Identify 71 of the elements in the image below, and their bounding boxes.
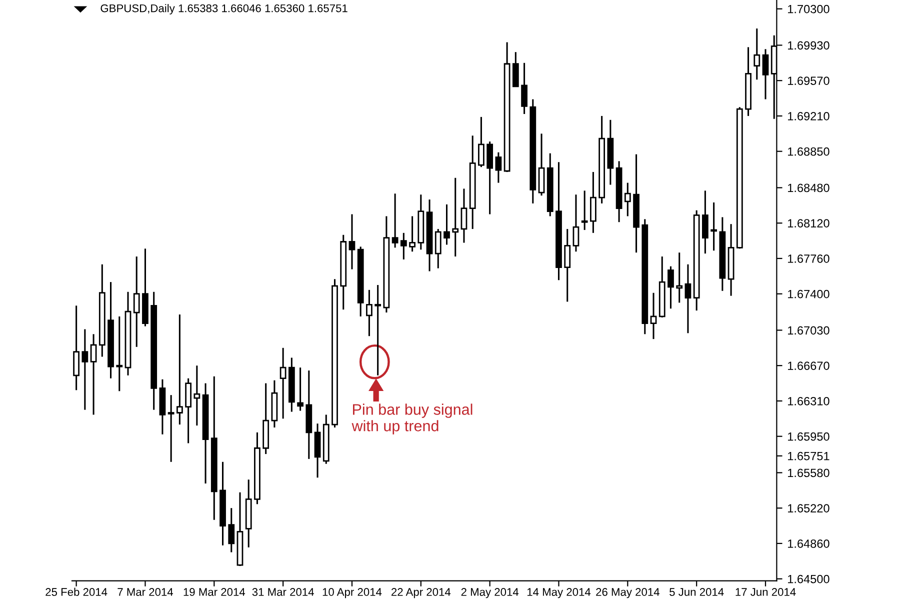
x-tick-label: 2 May 2014 (461, 588, 519, 598)
candlestick (366, 289, 372, 337)
candlestick (176, 314, 183, 426)
x-tick-label: 22 Apr 2014 (392, 588, 451, 598)
x-tick-label: 26 May 2014 (596, 588, 660, 598)
x-tick-label: 10 Apr 2014 (322, 588, 382, 598)
y-tick-label: 1.64500 (788, 574, 830, 584)
y-tick-label: 1.70300 (788, 4, 830, 14)
candlestick (73, 304, 80, 391)
x-tick-label: 5 Jun 2014 (670, 588, 724, 596)
candlestick (434, 228, 442, 270)
candlestick (374, 284, 382, 376)
candlestick (90, 333, 97, 416)
candlestick (116, 316, 123, 392)
candlestick (590, 171, 596, 234)
candlestick (676, 252, 683, 304)
candlestick (348, 213, 356, 270)
candlestick (460, 188, 468, 244)
annotation: Pin bar buy signal with up trend (352, 404, 472, 434)
candlestick (168, 394, 174, 463)
candlestick (572, 194, 580, 252)
x-tick-label: 14 May 2014 (527, 588, 591, 598)
candlestick (650, 292, 657, 340)
candlestick (409, 215, 416, 252)
candlestick (521, 62, 528, 115)
candlestick (710, 202, 718, 252)
y-tick-label: 1.65950 (788, 432, 830, 441)
candlestick (280, 347, 286, 420)
y-tick-label: 1.69210 (788, 112, 830, 120)
candlestick (297, 366, 304, 412)
y-tick-label: 1.68850 (788, 147, 830, 156)
candlestick (624, 182, 631, 217)
candlestick (400, 232, 407, 260)
candlestick (133, 256, 140, 348)
y-tick-label: 1.69930 (788, 41, 830, 50)
x-tick-label: 25 Feb 2014 (46, 588, 108, 596)
y-tick-label: 1.68120 (788, 219, 830, 228)
y-tick-label: 1.69570 (788, 76, 830, 85)
candlestick (702, 190, 708, 254)
candlestick (452, 177, 459, 258)
candlestick (512, 51, 519, 88)
candlestick (668, 266, 674, 310)
y-tick-label: 1.66310 (788, 396, 830, 406)
y-tick-label: 1.67760 (788, 254, 830, 263)
candlestick (581, 190, 588, 231)
y-tick-label: 1.66670 (788, 362, 830, 370)
candlestick (194, 364, 200, 426)
candlestick (392, 192, 398, 248)
chart-title: GBPUSD,Daily 1.65383 1.66046 1.65360 1.65751 (100, 4, 348, 14)
candlestick (495, 152, 502, 184)
y-tick-label: 1.65751 (788, 452, 830, 460)
candlestick (762, 48, 769, 100)
candlestick (228, 507, 235, 554)
x-tick-label: 31 Mar 2014 (252, 588, 314, 596)
y-tick-label: 1.65580 (788, 468, 830, 478)
candlestick (185, 378, 192, 444)
y-tick-label: 1.68480 (788, 184, 830, 192)
candlestick (444, 204, 450, 246)
y-tick-label: 1.67030 (788, 326, 830, 335)
x-tick-label: 17 Jun 2014 (736, 588, 796, 596)
candlestick (684, 264, 692, 334)
x-tick-label: 7 Mar 2014 (118, 588, 174, 596)
candlestick (754, 28, 760, 80)
candlestick (478, 116, 484, 168)
candlestick (486, 140, 494, 216)
candlestick (564, 228, 571, 302)
candlestick (82, 328, 88, 411)
x-tick-label: 19 Mar 2014 (184, 588, 246, 596)
y-tick-label: 1.64860 (788, 539, 830, 548)
y-tick-label: 1.67400 (788, 290, 830, 298)
y-tick-label: 1.65220 (788, 504, 830, 512)
